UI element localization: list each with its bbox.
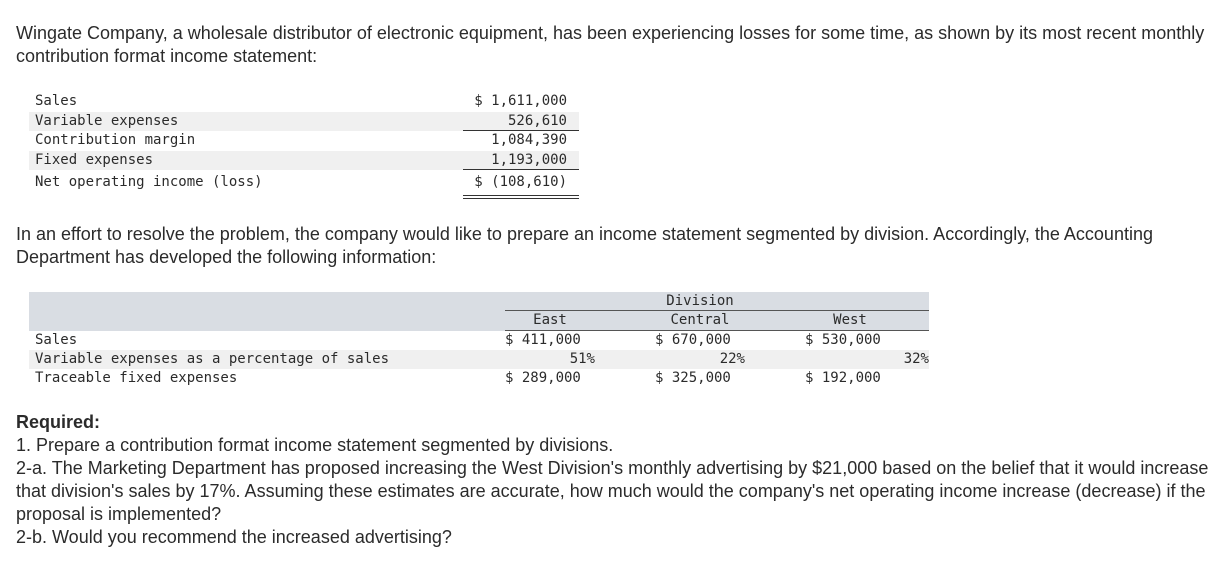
division-group-header: Division [666, 293, 734, 309]
east-value: 51% [569, 351, 595, 367]
statement-row-sales: Sales $ 1,611,000 [29, 92, 579, 112]
row-amount: 1,193,000 [491, 151, 567, 168]
west-value: 32% [903, 351, 929, 367]
statement-row-contribution-margin: Contribution margin 1,084,390 [29, 131, 579, 151]
column-header-central: Central [670, 312, 730, 328]
underline [463, 130, 579, 131]
west-value: $ 192,000 [805, 370, 881, 386]
central-value: $ 670,000 [655, 332, 731, 348]
division-row-variable-percentage: Variable expenses as a percentage of sal… [29, 350, 929, 369]
underline [463, 169, 579, 170]
required-section: Required: 1. Prepare a contribution form… [16, 411, 1211, 549]
column-header-east: East [533, 312, 567, 328]
required-item-2a: 2-a. The Marketing Department has propos… [16, 458, 1209, 524]
double-underline-top [463, 195, 579, 196]
row-amount: 526,610 [507, 112, 567, 129]
row-amount: $ (108,610) [474, 174, 567, 190]
row-label: Variable expenses [35, 112, 179, 129]
statement-row-net-operating-income: Net operating income (loss) $ (108,610) [29, 170, 579, 199]
row-label: Sales [35, 93, 78, 109]
row-label: Contribution margin [35, 132, 196, 148]
central-value: $ 325,000 [655, 370, 731, 386]
row-label: Traceable fixed expenses [35, 370, 238, 386]
statement-row-fixed-expenses: Fixed expenses 1,193,000 [29, 150, 579, 170]
east-value: $ 289,000 [505, 370, 581, 386]
row-label: Net operating income (loss) [35, 174, 263, 190]
row-label: Variable expenses as a percentage of sal… [35, 351, 390, 367]
statement-row-variable-expenses: Variable expenses 526,610 [29, 111, 579, 131]
header-rule [505, 330, 929, 331]
income-statement-table: Sales $ 1,611,000 Variable expenses 526,… [29, 92, 579, 199]
column-header-west: West [833, 312, 867, 328]
division-row-sales: Sales $ 411,000 $ 670,000 $ 530,000 [29, 331, 929, 350]
west-value: $ 530,000 [805, 332, 881, 348]
intro-paragraph: Wingate Company, a wholesale distributor… [16, 23, 1205, 66]
division-table: Division East Central West Sales $ 411,0… [29, 292, 929, 388]
row-label: Sales [35, 332, 78, 348]
required-item-2b: 2-b. Would you recommend the increased a… [16, 527, 452, 547]
header-rule [505, 310, 929, 311]
division-group-header-row: Division [29, 292, 929, 311]
row-amount: $ 1,611,000 [474, 93, 567, 109]
division-row-traceable-fixed: Traceable fixed expenses $ 289,000 $ 325… [29, 369, 929, 388]
row-label: Fixed expenses [35, 151, 154, 168]
required-item-1: 1. Prepare a contribution format income … [16, 435, 614, 455]
double-underline-bottom [463, 198, 579, 199]
division-column-header-row: East Central West [29, 311, 929, 331]
row-amount: 1,084,390 [491, 132, 567, 148]
required-heading: Required: [16, 412, 101, 432]
middle-paragraph: In an effort to resolve the problem, the… [16, 224, 1153, 267]
east-value: $ 411,000 [505, 332, 581, 348]
central-value: 22% [719, 351, 745, 367]
